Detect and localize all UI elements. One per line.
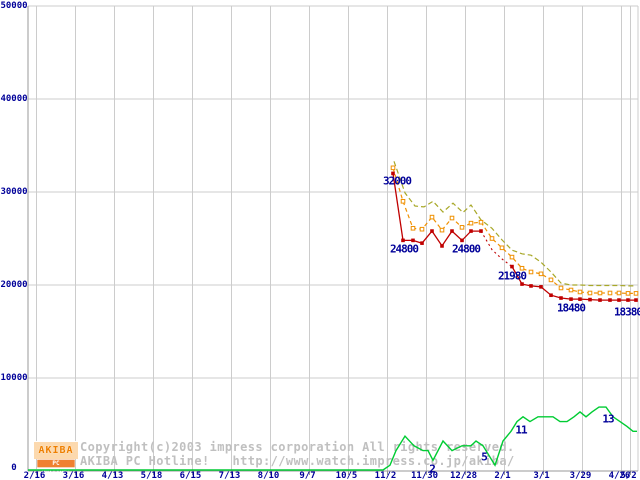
data-marker-avg: [419, 226, 425, 232]
y-tick-label: 40000: [0, 94, 28, 104]
point-label: 13: [602, 412, 614, 426]
y-tick-label: 50000: [0, 1, 28, 11]
point-label: 18380: [613, 305, 640, 319]
data-marker-min: [529, 284, 533, 288]
point-label: 24800: [451, 242, 481, 256]
data-marker-avg: [558, 285, 564, 291]
x-tick-label: 7/13: [218, 471, 241, 480]
data-marker-avg: [459, 225, 465, 230]
data-marker-min: [440, 244, 444, 248]
data-marker-min: [401, 238, 405, 243]
point-label: 24800: [389, 242, 419, 256]
x-tick-label: 5/18: [140, 471, 163, 480]
data-marker-avg: [478, 219, 484, 225]
data-marker-avg: [568, 287, 574, 293]
logo-pc-hotline-text: PC Hotline!: [37, 459, 75, 474]
data-marker-avg: [400, 199, 406, 204]
data-marker-min: [420, 241, 424, 245]
data-marker-min: [569, 297, 573, 301]
data-marker-avg: [607, 290, 613, 296]
data-marker-avg: [449, 215, 455, 221]
x-tick-label: 11/2: [374, 471, 397, 480]
x-tick-label: 2/1: [494, 471, 511, 480]
data-marker-avg: [429, 214, 435, 220]
logo-akiba-text: AKIBA: [34, 442, 78, 459]
data-marker-min: [598, 298, 602, 302]
x-tick-label: 11/30: [410, 471, 439, 480]
data-marker-min: [520, 282, 524, 286]
x-tick-label: 3/16: [62, 471, 85, 480]
x-tick-label: 8/10: [257, 471, 280, 480]
y-tick-label: 0: [11, 463, 17, 473]
series-max-line: [393, 161, 636, 287]
data-marker-min: [411, 238, 415, 243]
point-label: 2: [429, 462, 436, 476]
point-label: 11: [515, 423, 527, 437]
data-marker-avg: [499, 245, 505, 251]
data-marker-min: [559, 296, 563, 300]
data-marker-avg: [509, 254, 515, 260]
data-marker-min: [450, 229, 454, 233]
data-marker-avg: [489, 236, 495, 241]
data-marker-avg: [468, 220, 474, 226]
x-tick-label: 4/26: [608, 471, 631, 480]
data-marker-avg: [548, 277, 554, 283]
data-marker-avg: [597, 290, 603, 296]
data-marker-avg: [390, 165, 396, 171]
data-marker-min: [617, 298, 621, 302]
point-label: 5: [481, 450, 488, 464]
x-tick-label: 10/5: [335, 471, 358, 480]
data-marker-min: [539, 285, 543, 289]
x-tick-label: 3/1: [533, 471, 550, 480]
data-marker-min: [391, 171, 395, 176]
data-marker-min: [588, 297, 592, 302]
data-marker-avg: [633, 291, 639, 296]
point-label: 18480: [556, 301, 586, 315]
y-tick-label: 30000: [0, 187, 28, 197]
data-marker-avg: [519, 265, 525, 271]
x-tick-label: 12/28: [449, 471, 478, 480]
data-marker-min: [578, 297, 582, 301]
x-tick-label: 5/2: [620, 471, 637, 480]
data-marker-avg: [528, 269, 534, 275]
data-marker-min: [549, 293, 553, 298]
data-marker-avg: [439, 227, 445, 233]
data-marker-avg: [577, 289, 583, 295]
series-min-line: [392, 173, 481, 248]
y-tick-label: 20000: [0, 280, 28, 290]
data-marker-min: [479, 229, 483, 233]
data-marker-min: [634, 298, 638, 302]
point-label: 32000: [382, 174, 412, 188]
watermark-copyright: Copyright(c)2003 impress corporation All…: [80, 440, 515, 454]
data-marker-avg: [587, 290, 593, 296]
data-marker-min: [430, 229, 434, 233]
x-tick-label: 4/13: [101, 471, 124, 480]
y-tick-label: 10000: [0, 373, 28, 383]
data-marker-min: [608, 298, 612, 302]
series-min-line-gap: [480, 230, 513, 268]
data-marker-min: [626, 298, 630, 302]
x-tick-label: 9/7: [299, 471, 316, 480]
x-tick-label: 2/16: [23, 471, 46, 480]
data-marker-min: [460, 238, 464, 243]
data-marker-avg: [410, 225, 416, 231]
data-marker-avg: [625, 291, 631, 296]
watermark-url: AKIBA PC Hotline! http://www.watch.impre…: [80, 454, 515, 468]
data-marker-min: [510, 264, 514, 269]
x-tick-label: 3/29: [569, 471, 592, 480]
series-shops-line: [28, 406, 637, 471]
data-marker-avg: [538, 271, 544, 277]
point-label: 21980: [497, 269, 527, 283]
data-marker-avg: [616, 290, 622, 296]
data-marker-min: [469, 229, 473, 233]
x-tick-label: 6/15: [179, 471, 202, 480]
